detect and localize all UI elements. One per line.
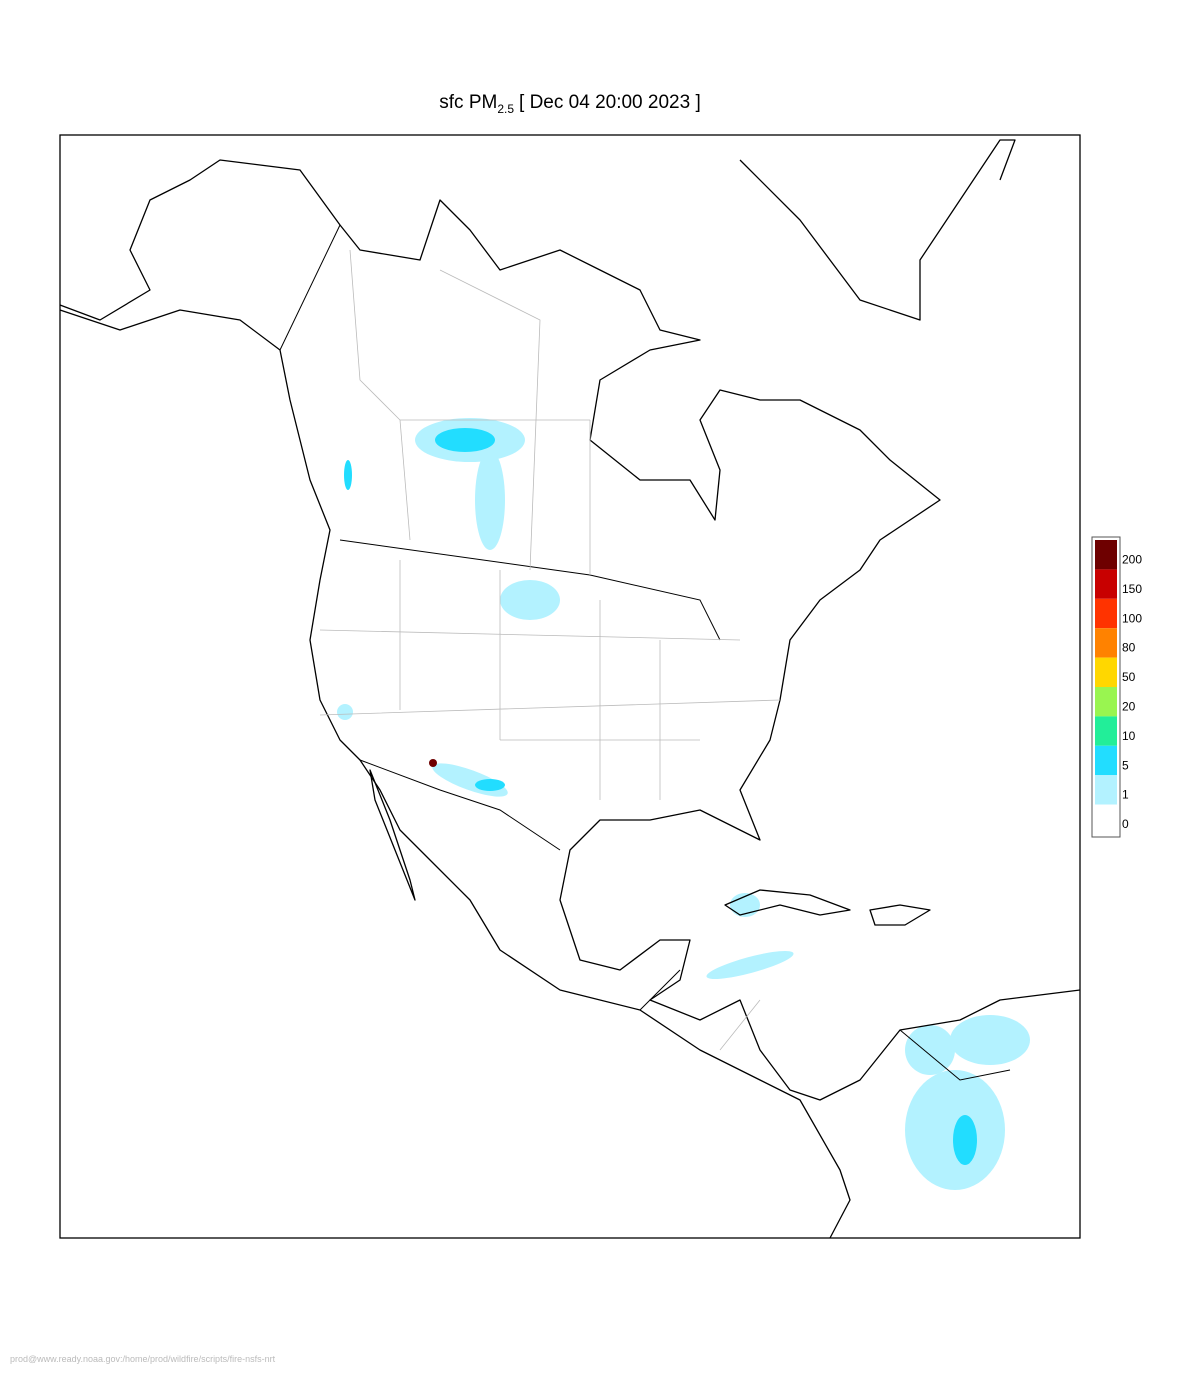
legend-label: 100 <box>1122 611 1142 625</box>
legend-label: 50 <box>1122 670 1136 684</box>
legend-label: 150 <box>1122 582 1142 596</box>
title-subscript: 2.5 <box>497 102 514 116</box>
legend-label: 80 <box>1122 641 1136 655</box>
hispaniola <box>869 904 931 926</box>
legend-label: 0 <box>1122 817 1129 831</box>
map-title: sfc PM2.5 [ Dec 04 20:00 2023 ] <box>439 92 700 116</box>
greenland <box>739 139 1016 321</box>
cuba <box>724 889 851 916</box>
smoke-cores <box>344 428 977 1165</box>
national-borders <box>279 224 1011 1081</box>
baja <box>369 769 416 901</box>
legend-swatch <box>1095 687 1117 717</box>
title-prefix: sfc PM <box>439 92 497 113</box>
legend-label: 10 <box>1122 729 1136 743</box>
legend-swatch <box>1095 775 1117 805</box>
north-america-coast <box>59 159 1081 1239</box>
legend-swatch <box>1095 598 1117 629</box>
legend-swatch <box>1095 804 1117 834</box>
footer-path: prod@www.ready.noaa.gov:/home/prod/wildf… <box>10 1354 276 1364</box>
legend-swatch <box>1095 540 1117 570</box>
legend-swatch <box>1095 628 1117 658</box>
legend-swatch <box>1095 569 1117 599</box>
legend-label: 20 <box>1122 700 1136 714</box>
map <box>59 134 1081 1239</box>
legend-swatch <box>1095 716 1117 746</box>
title-suffix: [ Dec 04 20:00 2023 ] <box>519 92 701 113</box>
legend-label: 1 <box>1122 788 1129 802</box>
state-borders <box>319 249 781 1051</box>
legend-label: 200 <box>1122 553 1142 567</box>
legend-swatch <box>1095 657 1117 687</box>
legend-label: 5 <box>1122 758 1129 772</box>
legend-swatch <box>1095 745 1117 776</box>
